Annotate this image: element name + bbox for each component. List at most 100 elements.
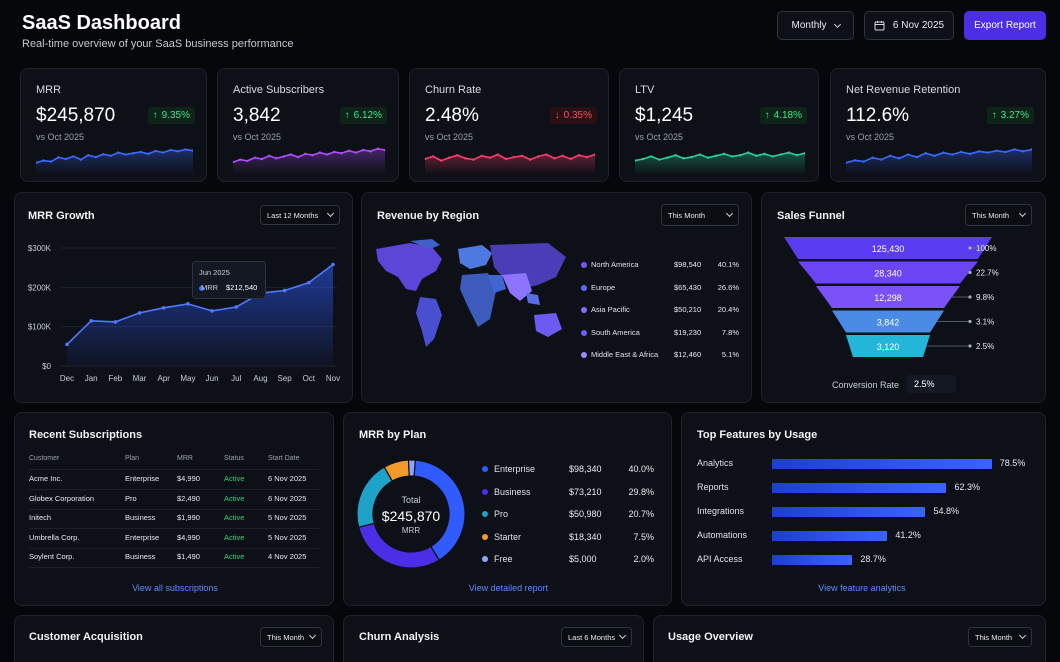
recent-subscriptions-title: Recent Subscriptions [29, 429, 143, 441]
mrr-growth-range-select[interactable]: Last 12 Months [260, 205, 340, 225]
sparkline-point [176, 150, 180, 153]
page-subtitle: Real-time overview of your SaaS business… [22, 38, 294, 50]
kpi-delta-badge: ↓ 0.35% [549, 107, 597, 124]
feature-usage-percent: 62.3% [954, 482, 980, 492]
date-picker[interactable]: 6 Nov 2025 [864, 11, 954, 40]
plan-value: $98,340 [569, 464, 602, 474]
chevron-down-icon [725, 209, 734, 218]
churn-analysis-range-select[interactable]: Last 6 Months [561, 627, 632, 647]
sparkline-point [529, 158, 532, 161]
sales-funnel-range-label: This Month [972, 210, 1010, 220]
customer-acquisition-range-select[interactable]: This Month [260, 627, 322, 647]
revenue-region-range-select[interactable]: This Month [661, 204, 739, 226]
feature-usage-bar [772, 507, 926, 517]
funnel-stage-value: 28,340 [874, 269, 902, 279]
kpi-sparkline [846, 148, 1032, 175]
view-feature-analytics-link[interactable]: View feature analytics [818, 583, 906, 593]
tooltip-dot [199, 286, 204, 291]
funnel-stage [816, 286, 960, 308]
kpi-card: Net Revenue Retention 112.6% vs Oct 2025 ↑ 3… [830, 68, 1046, 182]
sparkline-point [42, 159, 45, 162]
kpi-label: Active Subscribers [233, 84, 325, 96]
kpi-label: Net Revenue Retention [846, 84, 961, 96]
start-date: 4 Nov 2025 [268, 552, 307, 562]
table-row[interactable]: Soylent Corp. Business $1,490 Active 4 Nov 2… [15, 552, 333, 570]
sparkline-point [706, 156, 710, 159]
x-tick-label: Aug [253, 374, 267, 383]
usage-overview-card: Usage Overview This Month [653, 615, 1046, 662]
region-percent: 40.1% [717, 260, 739, 269]
funnel-leader-dot [968, 270, 972, 275]
sparkline-point [124, 153, 127, 156]
table-row[interactable]: Acme Inc. Enterprise $4,990 Active 6 Nov 202… [15, 474, 333, 492]
usage-overview-range-select[interactable]: This Month [968, 627, 1032, 647]
kpi-card: Churn Rate 2.48% vs Oct 2025 ↓ 0.35% [409, 68, 609, 182]
sparkline-point [730, 155, 734, 158]
export-report-button[interactable]: Export Report [964, 11, 1046, 40]
sparkline-point [117, 151, 120, 154]
view-detailed-report-link[interactable]: View detailed report [468, 583, 549, 593]
sparkline-point [504, 157, 508, 161]
sparkline-point [747, 151, 750, 154]
chevron-down-icon [618, 631, 627, 640]
plan-percent: 40.0% [628, 464, 654, 474]
plan-name: Enterprise [125, 532, 160, 542]
region-percent: 26.6% [717, 282, 739, 292]
kpi-delta-value: 4.18% [773, 110, 802, 121]
sparkline-point [362, 148, 365, 152]
plan-color-dot [482, 511, 488, 517]
plan-name: Enterprise [125, 474, 160, 483]
sparkline-point [169, 148, 172, 152]
kpi-value: 3,842 [233, 105, 281, 126]
table-divider [29, 469, 319, 470]
table-row[interactable]: Initech Business $1,990 Active 5 Nov 2025 [15, 513, 333, 531]
customer-acquisition-range-label: This Month [267, 632, 305, 642]
sparkline-point [87, 153, 90, 157]
mrr-value: $1,990 [177, 513, 200, 523]
sparkline-point [682, 157, 685, 160]
sparkline-point [635, 159, 637, 162]
sparkline-point [496, 153, 500, 156]
mrr-point [282, 288, 287, 293]
conversion-rate-value: 2.5% [914, 379, 935, 389]
view-all-subscriptions-link[interactable]: View all subscriptions [132, 583, 218, 593]
sparkline-point [325, 153, 329, 156]
mrr-area [67, 264, 333, 366]
start-date: 6 Nov 2025 [268, 474, 307, 483]
sparkline-point [340, 152, 343, 155]
sparkline-point [425, 157, 427, 161]
sparkline-point [102, 153, 105, 156]
funnel-leader-dot [968, 319, 972, 324]
sparkline-point [480, 154, 483, 157]
sparkline-point [512, 155, 516, 159]
kpi-sparkline [36, 148, 193, 175]
sparkline-point [267, 154, 271, 157]
mrr-growth-chart: $300K $200K $100K $0 Dec Jan Feb Mar Apr May Jun Ju… [28, 244, 340, 383]
donut-center-label: Total [401, 495, 421, 505]
sparkline-point [233, 161, 235, 164]
sales-funnel-title: Sales Funnel [777, 210, 845, 222]
table-row[interactable]: Umbrella Corp. Enterprise $4,990 Active 5 No… [15, 533, 333, 551]
mrr-value: $2,490 [177, 493, 200, 503]
mrr-by-plan-title: MRR by Plan [359, 429, 427, 441]
sparkline-point [376, 147, 379, 150]
mrr-by-plan-card: MRR by Plan Total $245,870 MRR View deta… [343, 412, 672, 606]
sparkline-line [846, 148, 1032, 164]
status-badge: Active [224, 552, 245, 562]
arrow-up-icon: ↑ [764, 110, 770, 121]
period-select[interactable]: Monthly [777, 11, 854, 40]
start-date: 5 Nov 2025 [268, 532, 307, 542]
sparkline-point [803, 152, 805, 155]
sparkline-point [585, 155, 589, 159]
sparkline-point [959, 150, 963, 154]
sales-funnel-range-select[interactable]: This Month [965, 204, 1032, 226]
sparkline-point [282, 155, 285, 158]
kpi-value: $245,870 [36, 105, 116, 126]
kpi-value: $1,245 [635, 105, 694, 126]
x-tick-label: Nov [326, 374, 340, 383]
row-divider [29, 528, 319, 530]
table-row[interactable]: Globex Corporation Pro $2,490 Active 6 Nov 2… [15, 494, 333, 512]
plan-name: Business [125, 513, 156, 523]
region-color-dot [581, 284, 587, 291]
sparkline-point [553, 157, 556, 160]
